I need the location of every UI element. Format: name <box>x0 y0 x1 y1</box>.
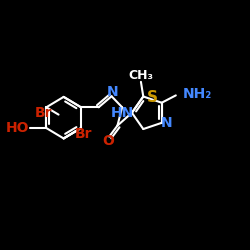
Text: Br: Br <box>75 126 92 140</box>
Text: N: N <box>161 116 173 130</box>
Text: HN: HN <box>110 106 134 120</box>
Text: O: O <box>102 134 114 148</box>
Text: N: N <box>107 85 118 99</box>
Text: NH₂: NH₂ <box>182 87 212 101</box>
Text: S: S <box>147 90 158 105</box>
Text: HO: HO <box>6 121 29 135</box>
Text: Br: Br <box>35 106 53 120</box>
Text: CH₃: CH₃ <box>128 69 154 82</box>
